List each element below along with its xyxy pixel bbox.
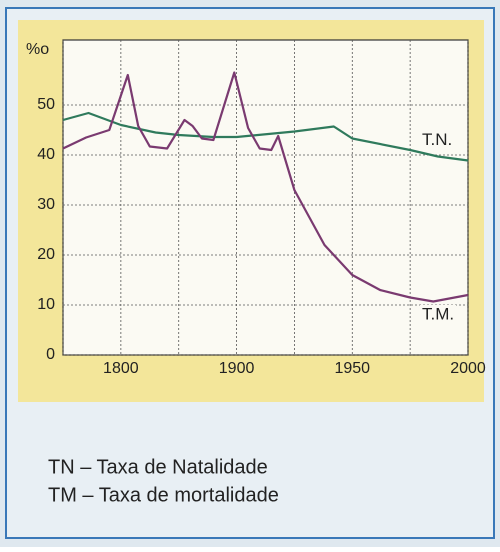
y-tick-label: 0 [46, 346, 55, 363]
y-axis-label: %o [26, 41, 49, 58]
data-line [62, 111, 469, 162]
y-tick-label: 30 [37, 196, 55, 213]
y-tick-label: 40 [37, 146, 55, 163]
note: TN – Taxa de Natalidade [48, 456, 268, 478]
x-tick-label: 1800 [103, 360, 139, 377]
series-label: T.N. [422, 130, 452, 149]
y-tick-label: 50 [37, 96, 55, 113]
series-label-bg [420, 130, 456, 151]
y-tick-label: 10 [37, 296, 55, 313]
series-label: T.M. [422, 304, 454, 323]
data-line [62, 71, 469, 303]
y-tick-label: 20 [37, 246, 55, 263]
series-label-bg [420, 305, 456, 325]
x-tick-label: 1950 [334, 360, 370, 377]
x-tick-label: 1900 [219, 360, 255, 377]
note: TM – Taxa de mortalidade [48, 484, 279, 506]
x-tick-label: 2000 [450, 360, 486, 377]
